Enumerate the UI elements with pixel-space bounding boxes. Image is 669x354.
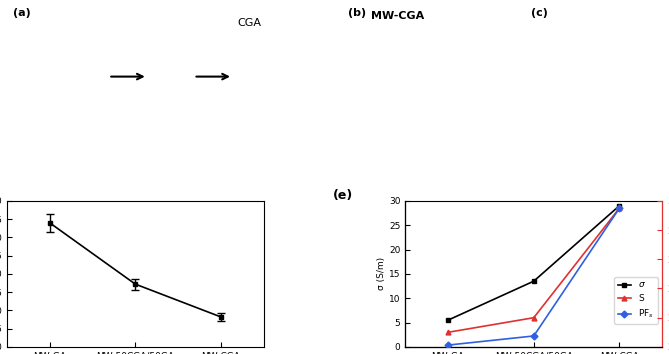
S bbox=[615, 206, 624, 210]
Text: (b): (b) bbox=[348, 8, 366, 18]
$\sigma$ bbox=[444, 318, 452, 322]
Text: MW-CGA: MW-CGA bbox=[371, 11, 423, 21]
PF$_s$ bbox=[444, 343, 452, 347]
Line: PF$_s$: PF$_s$ bbox=[446, 206, 622, 348]
$\sigma$ bbox=[530, 279, 538, 283]
Y-axis label: σ (S/m): σ (S/m) bbox=[377, 257, 386, 290]
Line: $\sigma$: $\sigma$ bbox=[446, 203, 622, 322]
S bbox=[530, 315, 538, 320]
S bbox=[444, 330, 452, 335]
Legend: $\sigma$, S, PF$_s$: $\sigma$, S, PF$_s$ bbox=[614, 277, 658, 324]
Text: CGA: CGA bbox=[237, 18, 262, 28]
Text: (c): (c) bbox=[531, 8, 548, 18]
PF$_s$ bbox=[615, 206, 624, 210]
$\sigma$ bbox=[615, 204, 624, 208]
Text: (e): (e) bbox=[333, 189, 353, 202]
Text: (a): (a) bbox=[13, 8, 31, 18]
Line: S: S bbox=[446, 206, 622, 335]
PF$_s$ bbox=[530, 334, 538, 338]
